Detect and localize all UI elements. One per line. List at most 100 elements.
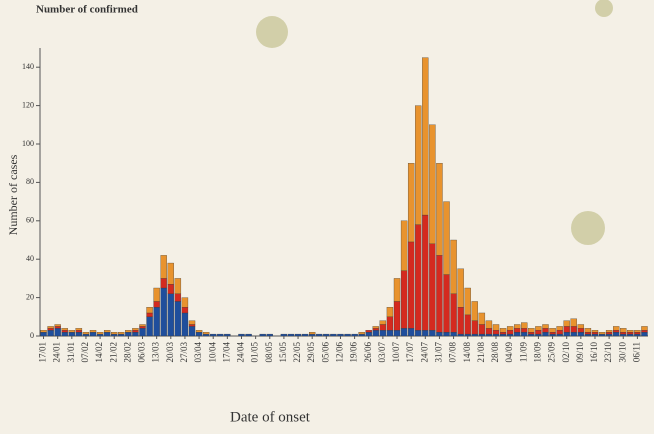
bar-segment xyxy=(521,332,528,337)
x-tick-label: 19/06 xyxy=(349,342,359,363)
bar-segment xyxy=(598,333,606,337)
bar-segment xyxy=(238,333,245,337)
x-tick-label: 24/04 xyxy=(236,342,246,363)
bar-segment xyxy=(613,326,620,331)
x-tick-label: 29/05 xyxy=(306,342,316,363)
bar-segment xyxy=(464,314,471,335)
bar-segment xyxy=(47,326,54,329)
x-tick-label: 11/09 xyxy=(518,342,528,363)
bar-segment xyxy=(188,320,196,325)
bar-segment xyxy=(75,330,83,333)
bar-segment xyxy=(330,333,337,337)
bar-segment xyxy=(139,328,146,337)
y-tick-label: 20 xyxy=(26,292,34,301)
bar-segment xyxy=(139,324,146,327)
bar-segment xyxy=(174,301,182,337)
x-tick-label: 07/02 xyxy=(80,342,90,363)
bar-segment xyxy=(620,332,627,335)
bar-segment xyxy=(202,332,210,335)
bar-segment xyxy=(75,332,83,337)
virus-decoration xyxy=(256,0,613,245)
bar-segment xyxy=(407,241,415,329)
bar-segment xyxy=(96,332,104,335)
y-tick-label: 100 xyxy=(22,139,34,148)
bar-segment xyxy=(224,333,231,337)
bar-segment xyxy=(146,316,153,337)
bar-segment xyxy=(584,332,592,335)
x-tick-label: 28/02 xyxy=(122,342,132,363)
bar-segment xyxy=(280,333,288,337)
bar-segment xyxy=(627,333,634,337)
bar-segment xyxy=(40,330,47,333)
bar-segment xyxy=(584,333,592,337)
bar-segment xyxy=(61,328,68,331)
bar-segment xyxy=(89,332,97,337)
x-tick-label: 14/02 xyxy=(94,342,104,363)
bar-segment xyxy=(287,333,295,337)
bar-segment xyxy=(506,330,514,335)
bar-segment xyxy=(499,333,507,337)
bar-segment xyxy=(549,328,556,333)
bar-segment xyxy=(415,105,422,225)
bar-segment xyxy=(47,328,54,331)
bar-segment xyxy=(464,333,471,337)
bar-segment xyxy=(379,330,387,337)
bar-segment xyxy=(613,332,620,337)
x-tick-label: 03/04 xyxy=(193,342,203,363)
bar-segment xyxy=(103,332,111,337)
bar-segment xyxy=(118,333,125,337)
bar-segment xyxy=(443,332,450,337)
chart-title: Number of confirmed xyxy=(36,4,138,16)
x-tick-label: 31/07 xyxy=(434,342,444,363)
bar-segment xyxy=(492,324,500,331)
bar-segment xyxy=(160,255,167,279)
bar-segment xyxy=(103,330,111,333)
x-tick-label: 21/08 xyxy=(476,342,486,363)
bar-segment xyxy=(358,333,365,337)
x-tick-label: 21/02 xyxy=(108,342,118,363)
x-tick-label: 05/06 xyxy=(320,342,330,363)
bar-segment xyxy=(443,201,450,275)
x-tick-label: 17/07 xyxy=(405,342,415,363)
bar-segment xyxy=(506,333,514,337)
bar-segment xyxy=(351,333,358,337)
bar-segment xyxy=(570,326,577,333)
bar-segment xyxy=(556,330,563,335)
x-tick-label: 12/06 xyxy=(335,342,345,363)
y-tick-label: 140 xyxy=(22,62,34,71)
bar-segment xyxy=(188,324,196,327)
x-tick-label: 22/05 xyxy=(292,342,302,363)
y-tick-label: 80 xyxy=(26,177,34,186)
bar-segment xyxy=(514,324,521,329)
x-tick-label: 15/05 xyxy=(278,342,288,363)
bar-segment xyxy=(499,328,507,333)
bar-segment xyxy=(627,330,634,333)
bar-segment xyxy=(132,332,139,337)
bar-segment xyxy=(514,328,521,333)
bar-segment xyxy=(542,332,549,337)
x-tick-label: 18/09 xyxy=(532,342,542,363)
bar-segment xyxy=(195,332,203,337)
bar-segment xyxy=(415,330,422,337)
x-tick-label: 09/10 xyxy=(575,342,585,363)
bar-segment xyxy=(542,324,549,329)
bar-segment xyxy=(450,239,457,294)
bar-segment xyxy=(436,255,443,333)
bar-segment xyxy=(577,328,585,333)
bar-segment xyxy=(457,333,464,337)
x-tick-label: 31/01 xyxy=(66,342,76,363)
bar-segment xyxy=(47,330,54,337)
x-tick-label: 08/05 xyxy=(264,342,274,363)
bar-segment xyxy=(40,332,47,337)
bar-segment xyxy=(111,333,118,337)
bar-segment xyxy=(605,332,613,335)
bar-segment xyxy=(181,307,189,314)
bar-segment xyxy=(68,330,75,333)
bar-segment xyxy=(111,332,118,335)
bar-segment xyxy=(160,287,167,337)
bar-segment xyxy=(591,333,599,337)
x-tick-label: 02/10 xyxy=(561,342,571,363)
x-tick-label: 03/07 xyxy=(377,342,387,363)
bar-segment xyxy=(146,307,153,314)
x-tick-label: 14/08 xyxy=(462,342,472,363)
